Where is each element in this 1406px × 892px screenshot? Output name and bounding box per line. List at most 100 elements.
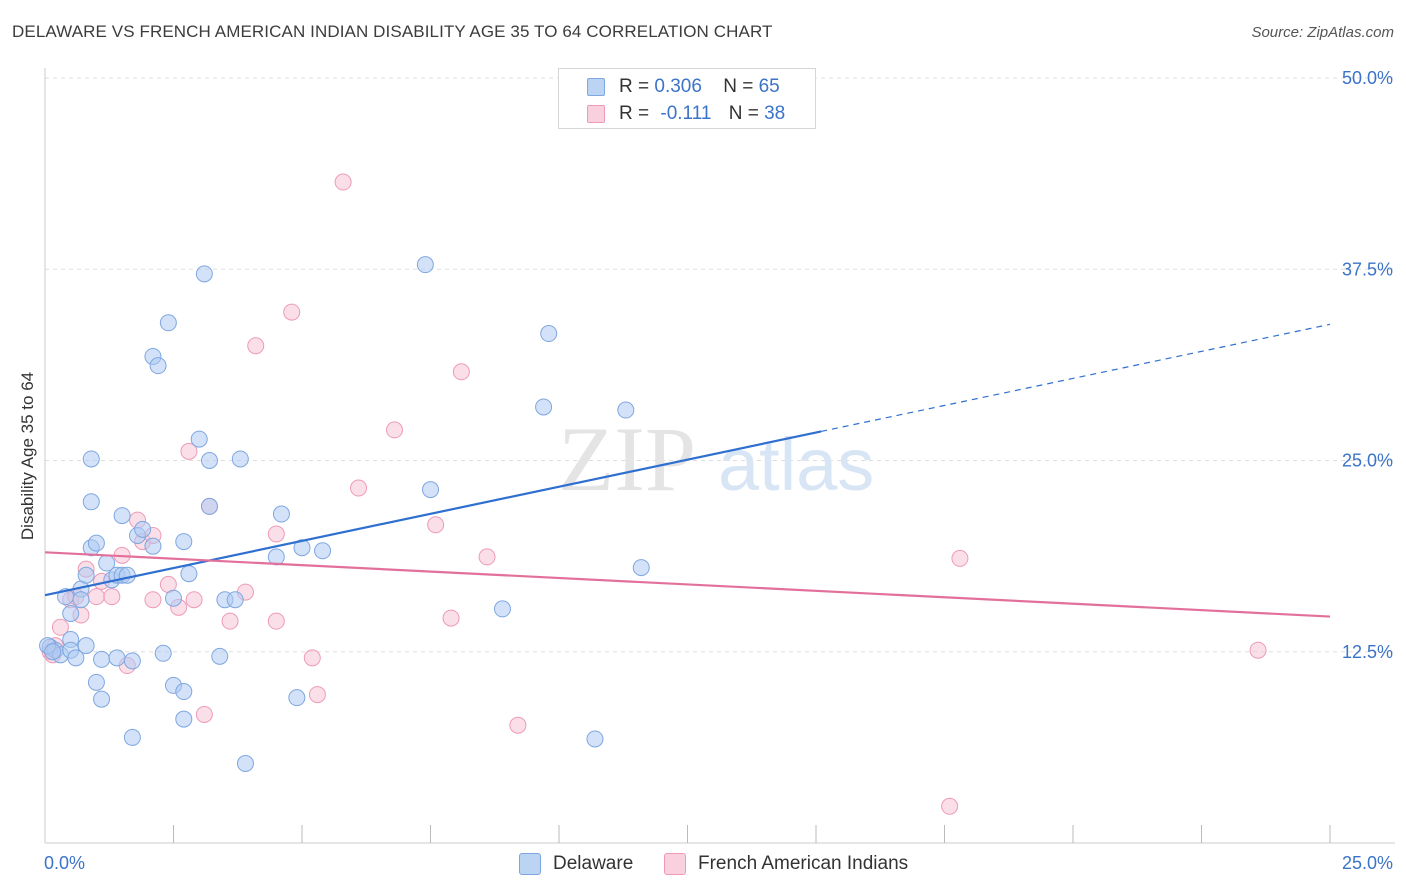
data-point-delaware bbox=[67, 649, 85, 667]
data-point-french bbox=[452, 363, 470, 381]
data-point-french bbox=[51, 618, 69, 636]
x-tick-label: 0.0% bbox=[44, 853, 85, 873]
data-point-delaware bbox=[62, 605, 80, 622]
legend-swatch-french bbox=[664, 853, 686, 875]
trend-line-french bbox=[44, 551, 1331, 618]
legend-r-label: R = bbox=[619, 103, 655, 124]
legend-n-value: 38 bbox=[764, 103, 786, 124]
delaware-points bbox=[39, 256, 650, 772]
data-point-delaware bbox=[416, 256, 434, 274]
trend-lines bbox=[44, 323, 1331, 618]
trend-line-delaware-projection bbox=[821, 323, 1331, 433]
watermark: ZIP atlas bbox=[558, 408, 874, 510]
data-point-delaware bbox=[87, 534, 105, 552]
data-point-delaware bbox=[535, 398, 553, 416]
data-point-delaware bbox=[44, 643, 62, 661]
data-point-french bbox=[221, 612, 239, 630]
legend-r-value: -0.111 bbox=[660, 103, 712, 124]
axes bbox=[44, 68, 1395, 844]
data-point-delaware bbox=[113, 507, 131, 525]
data-point-delaware bbox=[123, 728, 141, 746]
data-point-delaware bbox=[87, 673, 105, 691]
legend-r-value: 0.306 bbox=[654, 76, 702, 97]
data-point-delaware bbox=[134, 520, 152, 538]
correlation-legend: R = 0.306 N = 65 R = -0.111 N = 38 bbox=[558, 68, 816, 129]
legend-n-label: N = bbox=[728, 103, 765, 124]
data-point-delaware bbox=[236, 754, 254, 772]
chart-title: DELAWARE VS FRENCH AMERICAN INDIAN DISAB… bbox=[12, 22, 773, 41]
data-point-delaware bbox=[82, 493, 100, 511]
data-point-delaware bbox=[175, 683, 193, 701]
data-point-french bbox=[334, 173, 352, 191]
y-tick-label: 12.5% bbox=[1342, 642, 1393, 662]
data-point-delaware bbox=[586, 730, 604, 748]
data-point-french bbox=[350, 479, 368, 497]
data-point-delaware bbox=[231, 450, 249, 468]
legend-n-label: N = bbox=[723, 76, 759, 97]
data-point-delaware bbox=[82, 450, 100, 468]
data-point-french bbox=[386, 421, 404, 439]
data-point-delaware bbox=[200, 452, 218, 469]
data-point-delaware bbox=[154, 644, 172, 662]
data-point-delaware bbox=[77, 566, 95, 584]
data-point-delaware bbox=[540, 325, 558, 343]
data-point-french bbox=[308, 686, 326, 704]
data-point-french bbox=[185, 591, 203, 609]
y-tick-label: 50.0% bbox=[1342, 68, 1393, 88]
data-point-delaware bbox=[144, 537, 162, 555]
data-point-french bbox=[1249, 641, 1267, 659]
data-point-french bbox=[951, 549, 969, 567]
legend-n-value: 65 bbox=[758, 76, 780, 97]
data-point-delaware bbox=[314, 542, 332, 560]
data-point-delaware bbox=[632, 559, 650, 577]
data-point-delaware bbox=[77, 637, 95, 655]
data-point-delaware bbox=[149, 357, 167, 375]
data-point-delaware bbox=[165, 589, 182, 607]
legend-swatch-french bbox=[587, 105, 605, 123]
data-point-delaware bbox=[93, 650, 111, 668]
data-point-delaware bbox=[200, 497, 218, 515]
y-axis-label: Disability Age 35 to 64 bbox=[18, 372, 37, 540]
data-point-delaware bbox=[293, 539, 311, 557]
data-point-delaware bbox=[195, 265, 213, 283]
legend-r-label: R = bbox=[619, 76, 655, 97]
data-point-delaware bbox=[159, 314, 177, 332]
y-tick-label: 37.5% bbox=[1342, 259, 1393, 279]
data-point-delaware bbox=[493, 600, 511, 618]
data-point-delaware bbox=[422, 481, 439, 499]
trend-line-delaware bbox=[44, 430, 822, 597]
source-label: Source: ZipAtlas.com bbox=[1251, 24, 1394, 41]
data-point-french bbox=[427, 516, 445, 534]
data-point-french bbox=[87, 588, 105, 606]
tick-labels: 12.5% 25.0% 37.5% 50.0% 0.0% 25.0% bbox=[44, 68, 1393, 873]
data-point-delaware bbox=[288, 689, 306, 707]
data-point-french bbox=[103, 588, 121, 606]
data-point-french bbox=[283, 303, 301, 321]
data-point-delaware bbox=[93, 690, 111, 708]
legend-label-delaware: Delaware bbox=[553, 853, 634, 874]
watermark-atlas: atlas bbox=[718, 423, 874, 506]
data-point-french bbox=[303, 649, 321, 667]
data-point-delaware bbox=[190, 430, 208, 448]
data-point-delaware bbox=[272, 505, 290, 523]
data-point-french bbox=[478, 548, 496, 566]
data-point-french bbox=[247, 337, 265, 355]
data-point-french bbox=[267, 525, 285, 543]
data-point-french bbox=[267, 612, 285, 630]
data-point-delaware bbox=[180, 565, 198, 583]
data-point-delaware bbox=[108, 649, 126, 667]
watermark-zip: ZIP bbox=[558, 408, 696, 510]
data-point-french bbox=[144, 591, 162, 609]
grid bbox=[45, 77, 1395, 653]
data-point-delaware bbox=[617, 401, 635, 419]
data-point-delaware bbox=[175, 710, 193, 728]
data-point-delaware bbox=[211, 647, 229, 665]
data-point-delaware bbox=[72, 591, 90, 609]
data-point-french bbox=[509, 716, 527, 734]
legend-swatch-delaware bbox=[519, 853, 541, 875]
y-tick-label: 25.0% bbox=[1342, 451, 1393, 471]
data-point-delaware bbox=[226, 591, 244, 609]
data-point-french bbox=[941, 797, 959, 815]
legend-swatch-delaware bbox=[587, 78, 605, 96]
